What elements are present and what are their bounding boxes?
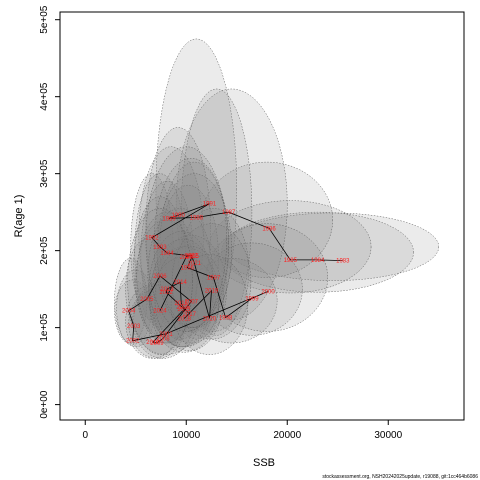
confidence-ellipse (201, 161, 333, 278)
year-label: 1989 (162, 216, 176, 222)
year-label: 2020 (203, 316, 217, 322)
year-label: 2009 (150, 341, 164, 347)
year-label: 1996 (181, 266, 195, 272)
y-tick-label: 3e+05 (39, 159, 50, 188)
year-label: 2021 (188, 261, 202, 267)
year-label: 2024 (153, 309, 167, 315)
year-label: 2013 (160, 287, 174, 293)
year-label: 2012 (159, 290, 173, 296)
x-axis: 0 10000 20000 30000 (82, 420, 403, 441)
confidence-ellipse (149, 256, 219, 353)
confidence-ellipse (209, 200, 372, 294)
year-label: 1983 (336, 259, 350, 265)
year-label: 1998 (219, 316, 233, 322)
confidence-ellipse (170, 254, 249, 355)
year-label: 2004 (122, 309, 136, 315)
year-label: 2014 (174, 280, 188, 286)
year-label: 1992 (145, 236, 159, 242)
year-label: 2023 (180, 255, 194, 261)
year-label: 2015 (175, 301, 189, 307)
year-label: 1997 (207, 276, 221, 282)
confidence-ellipse (201, 242, 303, 336)
year-label: 2000 (261, 289, 275, 295)
y-tick-label: 5e+05 (39, 5, 50, 34)
year-label: 1985 (284, 258, 298, 264)
confidence-ellipse (116, 269, 156, 348)
year-label: 1990 (171, 213, 185, 219)
year-label: 1993 (153, 245, 167, 251)
y-tick-label: 0e+00 (39, 390, 50, 419)
credit-text: stockassessment.org, NSH20242025update, … (322, 474, 478, 480)
confidence-ellipse (186, 258, 278, 344)
year-label: 1987 (222, 210, 236, 216)
stock-recruitment-path (128, 203, 343, 344)
year-label: 2006 (153, 274, 167, 280)
confidence-ellipse (138, 146, 204, 325)
confidence-ellipse (175, 88, 288, 321)
year-label: 2002 (126, 339, 140, 345)
confidence-ellipse (136, 211, 198, 344)
x-tick-label: 0 (82, 430, 88, 441)
year-label: 1999 (245, 296, 259, 302)
year-label: 2003 (127, 324, 141, 330)
year-label: 1988 (190, 216, 204, 222)
year-label: 2001 (159, 332, 173, 338)
year-label: 1995 (186, 254, 200, 260)
y-axis: 0e+00 1e+05 2e+05 3e+05 4e+05 5e+05 (39, 5, 60, 419)
year-label: 2011 (178, 307, 192, 313)
year-label: 1986 (262, 226, 276, 232)
year-label: 2007 (185, 299, 199, 305)
confidence-ellipse (226, 212, 440, 281)
year-label: 1984 (311, 258, 325, 264)
plot-frame (59, 11, 465, 421)
y-tick-label: 4e+05 (39, 82, 50, 111)
confidence-ellipse (155, 38, 238, 340)
year-label: 2016 (177, 305, 191, 311)
year-label: 1994 (160, 251, 174, 257)
year-label: 2019 (205, 289, 219, 295)
year-label: 2022 (185, 253, 199, 259)
x-axis-label: SSB (253, 457, 275, 469)
y-axis-label: R(age 1) (13, 195, 25, 238)
x-tick-label: 30000 (374, 430, 402, 441)
x-tick-label: 20000 (273, 430, 301, 441)
y-tick-label: 1e+05 (39, 313, 50, 342)
x-tick-label: 10000 (172, 430, 200, 441)
confidence-ellipse (180, 88, 253, 336)
year-label: 2008 (156, 336, 170, 342)
year-label: 2018 (178, 316, 192, 322)
year-label: 2005 (140, 297, 154, 303)
year-label: 2010 (146, 340, 160, 346)
year-label: 2017 (183, 312, 197, 318)
confidence-ellipse (114, 279, 152, 345)
y-tick-label: 2e+05 (39, 236, 50, 265)
year-label: 1991 (203, 202, 217, 208)
